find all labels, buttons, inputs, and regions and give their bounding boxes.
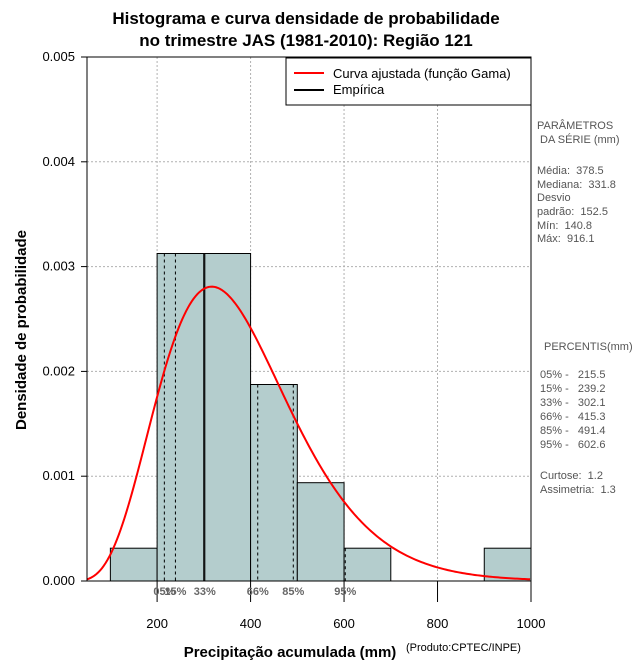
percentile-marker-label: 33% [194, 586, 216, 598]
legend: Curva ajustada (função Gama) Empírica [285, 57, 532, 106]
params-heading-line-1: PARÂMETROS [537, 119, 613, 132]
product-credit: (Produto:CPTEC/INPE) [406, 642, 521, 654]
param-stddev-line-2: padrão: 152.5 [537, 206, 608, 218]
params-heading-line-2: DA SÉRIE (mm) [537, 133, 620, 146]
chart-title-line-2: no trimestre JAS (1981-2010): Região 121 [139, 31, 473, 50]
bars-layer [109, 253, 532, 582]
side-panel: PARÂMETROS DA SÉRIE (mm) Média: 378.5 Me… [537, 119, 633, 496]
x-tick-label: 1000 [517, 616, 546, 631]
percentile-marker-label: 15% [164, 586, 186, 598]
percentile-marker-label: 95% [334, 586, 356, 598]
x-tick-label: 600 [333, 616, 355, 631]
param-min: Mín: 140.8 [537, 220, 592, 232]
y-axis-label: Densidade de probabilidade [13, 230, 30, 430]
x-tick-label: 400 [240, 616, 262, 631]
ticks-layer: 200 400 600 800 1000 0.000 0.001 0.002 0.003 0.00… [42, 49, 545, 631]
curve-layer [86, 285, 531, 581]
percentil-66: 66% - 415.3 [540, 411, 605, 423]
param-median: Mediana: 331.8 [537, 179, 616, 191]
percentil-15: 15% - 239.2 [540, 383, 605, 395]
percentis-heading: PERCENTIS(mm) [544, 341, 633, 353]
stat-kurtosis: Curtose: 1.2 [540, 470, 603, 482]
percentil-33: 33% - 302.1 [540, 397, 605, 409]
histogram-bar [483, 547, 532, 582]
y-tick-label: 0.002 [42, 363, 75, 378]
histogram-bar [203, 253, 252, 582]
histogram-bar [109, 547, 158, 582]
histogram-bar [296, 482, 345, 582]
percentile-marker-label: 05% [153, 586, 175, 598]
y-tick-label: 0.001 [42, 468, 75, 483]
legend-box [285, 57, 532, 106]
plot-frame [86, 56, 532, 582]
percentil-95: 95% - 602.6 [540, 439, 605, 451]
param-max: Máx: 916.1 [537, 233, 594, 245]
legend-empirical-label: Empírica [333, 82, 385, 97]
gamma-curve [86, 285, 531, 581]
y-tick-label: 0.005 [42, 49, 75, 64]
y-tick-label: 0.004 [42, 154, 75, 169]
stat-skewness: Assimetria: 1.3 [540, 484, 616, 496]
legend-curve-label: Curva ajustada (função Gama) [333, 66, 511, 81]
percentil-05: 05% - 215.5 [540, 369, 605, 381]
histogram-bar [343, 547, 392, 582]
percentile-marker-label: 85% [282, 586, 304, 598]
markers-layer: 05%15% 33% 66% 85% 95% [153, 586, 356, 598]
x-tick-label: 800 [427, 616, 449, 631]
chart-title-line-1: Histograma e curva densidade de probabil… [112, 9, 499, 28]
y-tick-label: 0.000 [42, 573, 75, 588]
param-stddev-line-1: Desvio [537, 192, 571, 204]
param-mean: Média: 378.5 [537, 165, 604, 177]
y-tick-label: 0.003 [42, 259, 75, 274]
percentil-85: 85% - 491.4 [540, 425, 605, 437]
x-tick-label: 200 [146, 616, 168, 631]
percentile-marker-label: 66% [247, 586, 269, 598]
x-axis-label: Precipitação acumulada (mm) [184, 644, 397, 660]
